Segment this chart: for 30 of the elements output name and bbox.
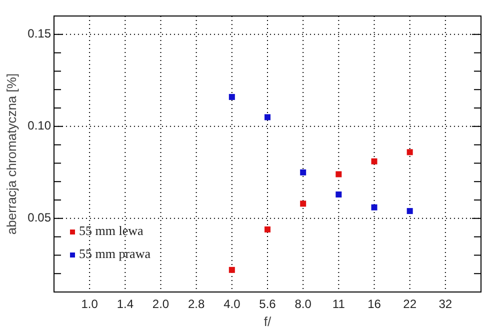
x-tick-label: 2.0 — [152, 297, 170, 311]
x-tick-label: 1.0 — [81, 297, 98, 311]
point — [300, 200, 306, 207]
x-tick-label: 16 — [368, 297, 382, 311]
x-tick-label: 8.0 — [294, 297, 312, 311]
point — [371, 158, 378, 164]
x-tick-label: 11 — [332, 297, 346, 311]
point — [371, 204, 378, 210]
y-tick-label: 0.10 — [28, 118, 52, 133]
point — [264, 226, 270, 232]
legend-label: 55 mm lewa — [79, 222, 144, 238]
point — [406, 149, 413, 156]
point — [336, 171, 342, 178]
point — [336, 191, 342, 198]
x-tick-label: 4.0 — [224, 297, 241, 311]
x-axis-title: f/ — [264, 314, 272, 329]
point — [228, 266, 235, 273]
y-tick-label: 0.05 — [28, 210, 52, 225]
legend-label: 55 mm prawa — [79, 246, 151, 261]
x-tick-label: 32 — [438, 297, 452, 311]
x-tick-label: 22 — [403, 297, 417, 311]
x-tick-label: 5.6 — [259, 297, 276, 311]
x-tick-label: 2.8 — [188, 297, 205, 311]
y-axis-title: aberracja chromatyczna [%] — [4, 73, 19, 235]
point — [264, 114, 270, 120]
point — [300, 169, 306, 176]
point — [406, 208, 413, 214]
x-tick-label: 1.4 — [116, 297, 134, 311]
y-tick-label: 0.15 — [28, 26, 52, 41]
point — [228, 94, 235, 100]
